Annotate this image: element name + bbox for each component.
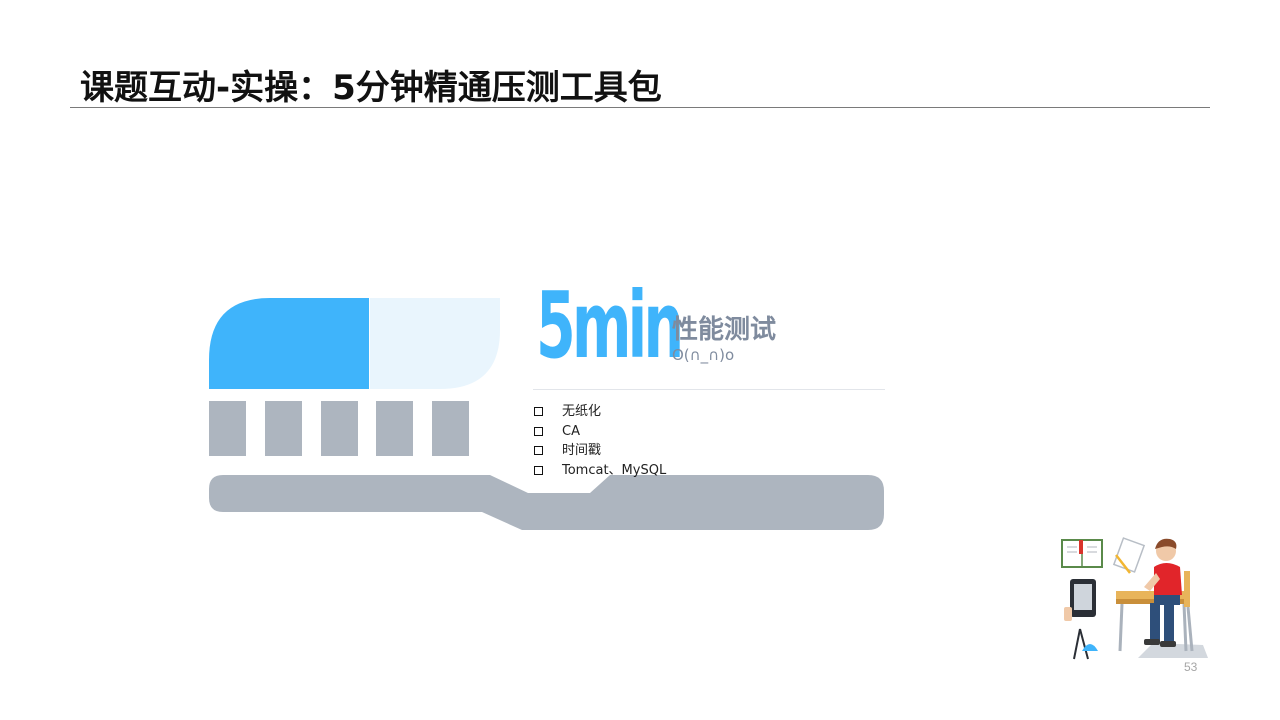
list-item-label: Tomcat、MySQL [562, 462, 667, 478]
content-divider [533, 389, 885, 390]
checkbox-icon [534, 465, 543, 475]
bristle-block-4 [376, 401, 413, 456]
list-item: Tomcat、MySQL [533, 461, 666, 481]
compass-icon [1073, 628, 1098, 660]
chair [1184, 571, 1194, 652]
toothbrush-head-light [370, 298, 500, 389]
open-book-icon [1061, 539, 1103, 568]
bristle-block-1 [209, 401, 246, 456]
tablet-icon [1064, 579, 1096, 621]
paper-pencil-icon [1112, 537, 1146, 574]
duration-label: 5min [536, 272, 684, 379]
page-number: 53 [1184, 660, 1198, 674]
list-item-label: 时间戳 [562, 443, 602, 458]
list-item: 无纸化 [533, 402, 666, 422]
topic-emoticon: O(∩_∩)o [672, 346, 735, 364]
student-illustration [1061, 537, 1208, 660]
student-figure [1144, 538, 1182, 647]
checkbox-icon [534, 426, 543, 436]
list-item: 时间戳 [533, 441, 666, 461]
bristle-block-3 [321, 401, 358, 456]
desk [1116, 591, 1190, 652]
bullet-list: 无纸化 CA 时间戳 Tomcat、MySQL [533, 402, 666, 480]
toothbrush-head-blue [209, 298, 369, 389]
toothbrush-handle [209, 475, 884, 530]
list-item: CA [533, 422, 666, 442]
page-title: 课题互动-实操：5分钟精通压测工具包 [80, 68, 662, 108]
checkbox-icon [534, 446, 543, 455]
title-underline [70, 107, 1210, 108]
checkbox-icon [534, 407, 543, 416]
bristle-block-5 [432, 401, 469, 456]
topic-title: 性能测试 [672, 315, 777, 345]
list-item-label: 无纸化 [562, 404, 602, 419]
bristle-block-2 [265, 401, 302, 456]
list-item-label: CA [562, 423, 580, 439]
